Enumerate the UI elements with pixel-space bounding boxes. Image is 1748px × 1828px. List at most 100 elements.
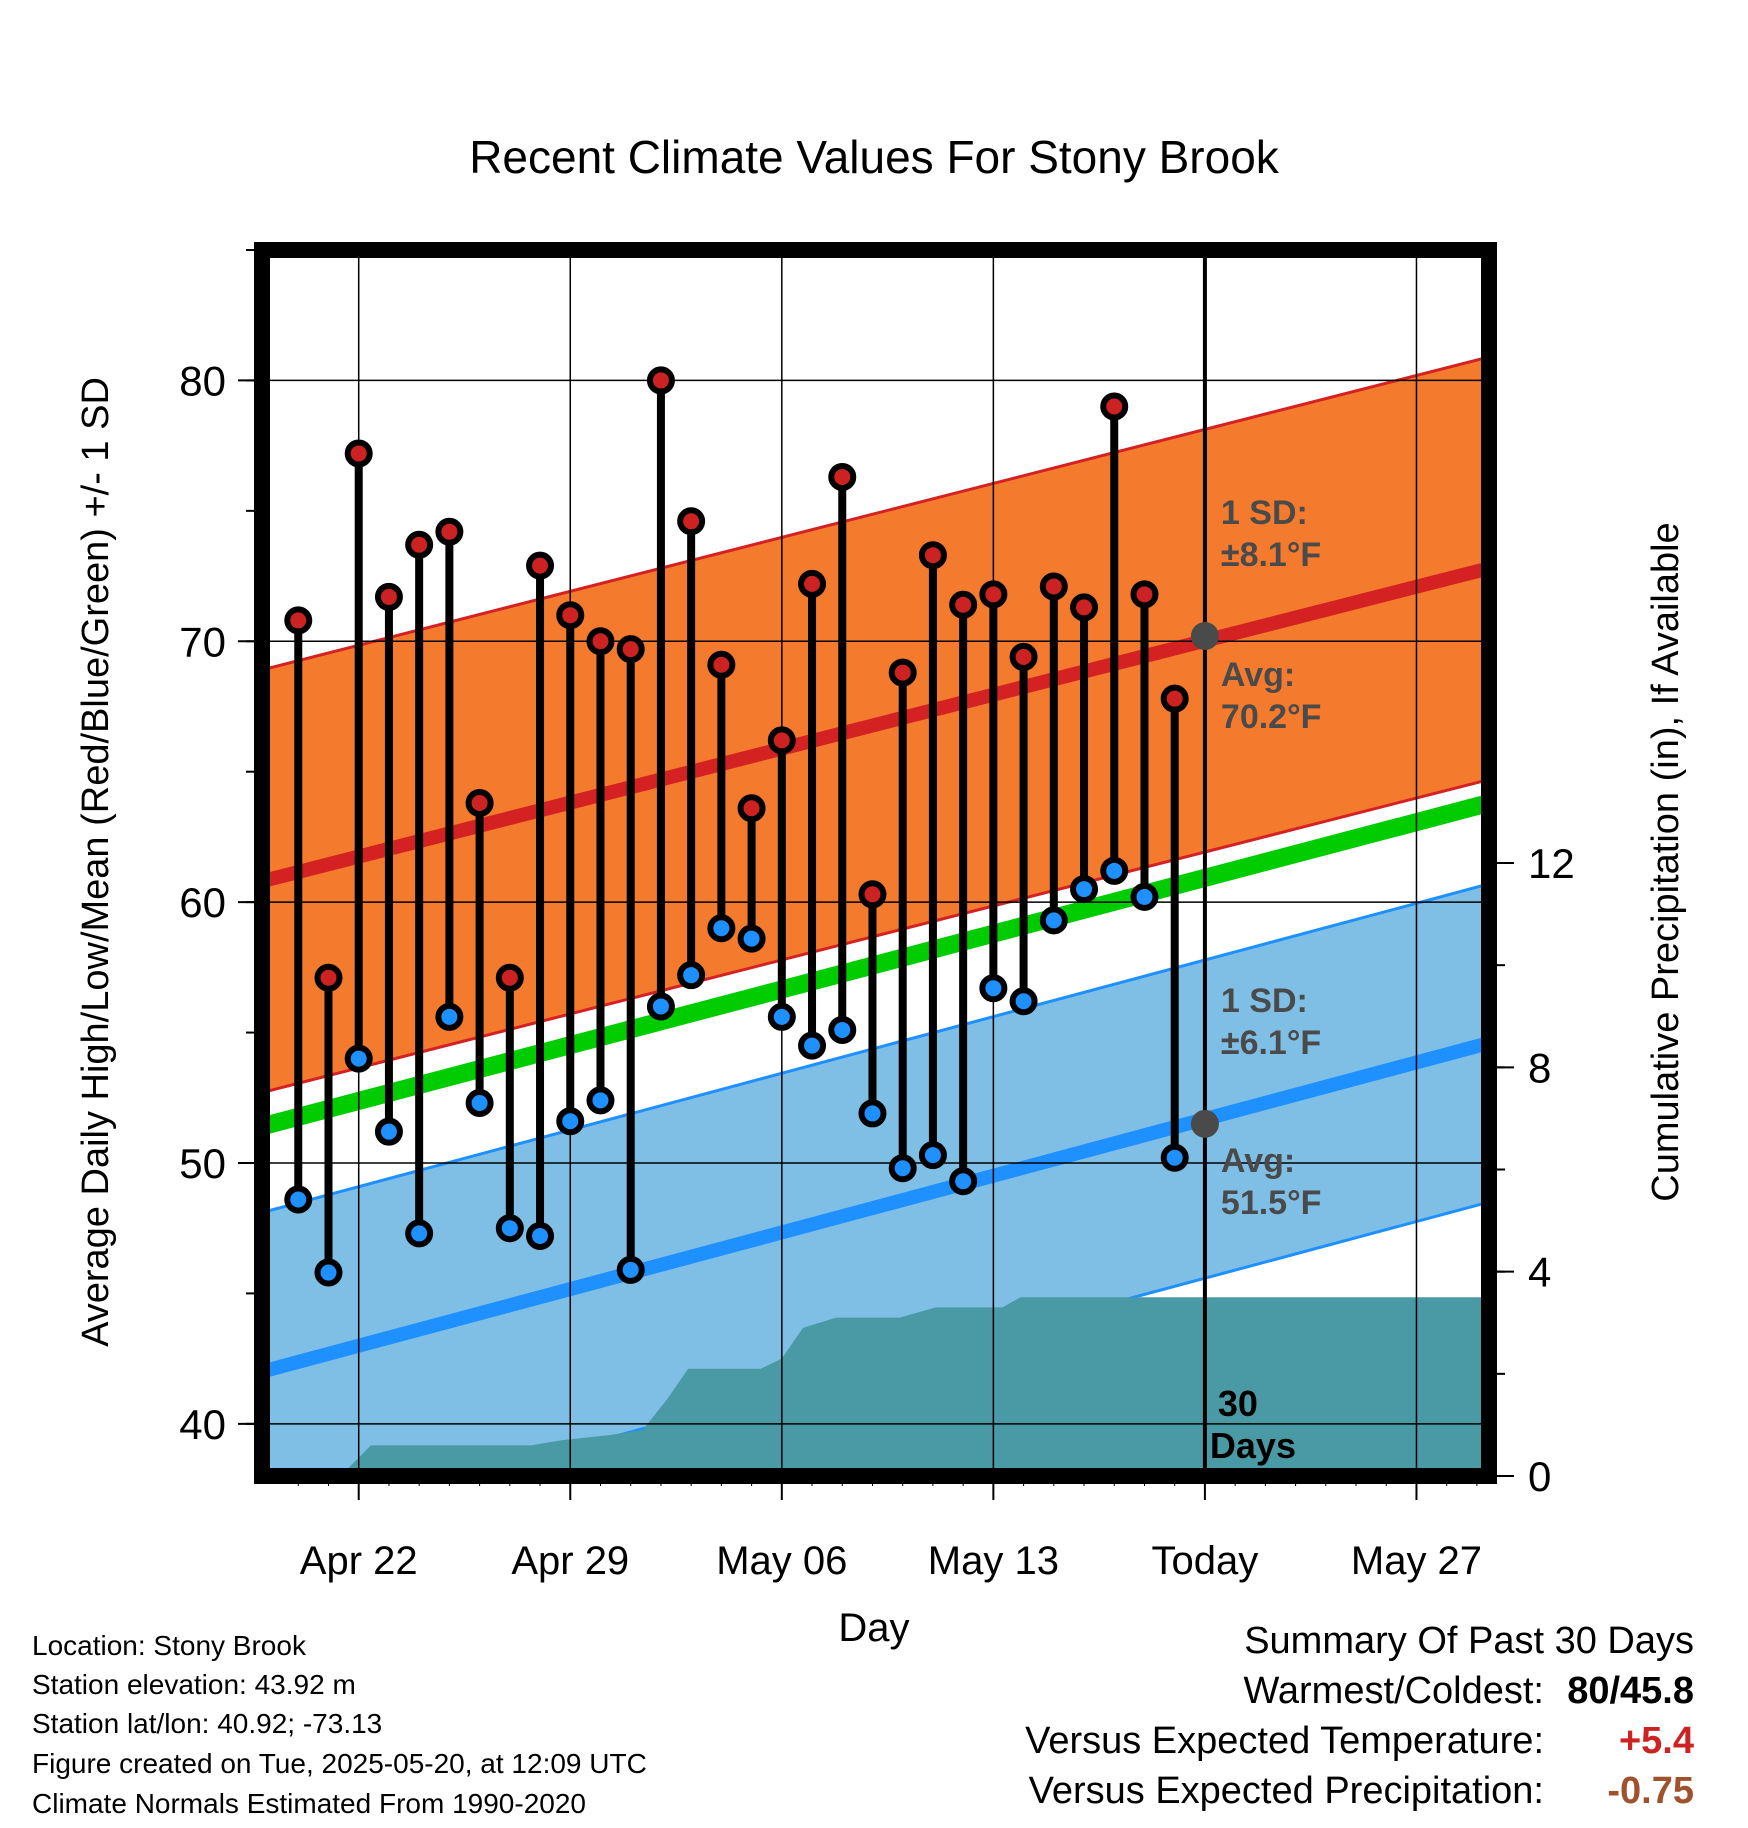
y-axis-label: Average Daily High/Low/Mean (Red/Blue/Gr… — [75, 377, 117, 1347]
daily-low-point — [495, 1214, 524, 1243]
today-normal-high-marker — [1190, 622, 1219, 651]
daily-low-point — [526, 1222, 555, 1251]
daily-low-point — [1070, 875, 1099, 904]
y2-tick-label: 8 — [1528, 1044, 1551, 1091]
daily-low-point — [314, 1258, 343, 1287]
footer-elevation: Station elevation: 43.92 m — [32, 1669, 356, 1700]
daily-high-point — [707, 650, 736, 679]
temp-anomaly-value: +5.4 — [1618, 1720, 1694, 1762]
daily-low-point — [828, 1015, 857, 1044]
daily-high-point — [858, 880, 887, 909]
daily-low-point — [1039, 906, 1068, 935]
daily-low-point — [1130, 882, 1159, 911]
daily-high-point — [918, 541, 947, 570]
daily-high-point — [677, 507, 706, 536]
normal-low-line — [262, 1036, 1489, 1379]
daily-high-point — [435, 517, 464, 546]
x-tick-label: May 06 — [716, 1539, 847, 1583]
daily-low-point — [979, 974, 1008, 1003]
daily-low-point — [798, 1031, 827, 1060]
y-tick-label: 40 — [179, 1401, 226, 1448]
daily-high-point — [314, 963, 343, 992]
daily-high-point — [465, 789, 494, 818]
daily-high-point — [979, 580, 1008, 609]
precipitation-area — [340, 1297, 1489, 1476]
high-avg-label: Avg: — [1221, 656, 1295, 694]
footer-latlon: Station lat/lon: 40.92; -73.13 — [32, 1708, 383, 1739]
precip-anomaly-label: Versus Expected Precipitation: — [1028, 1770, 1544, 1812]
high-avg-value: 70.2°F — [1221, 698, 1322, 736]
normal-high-line — [262, 561, 1489, 889]
y2-tick-label: 4 — [1528, 1249, 1551, 1296]
daily-high-point — [405, 530, 434, 559]
warm-cold-label: Warmest/Coldest: — [1243, 1670, 1544, 1712]
daily-low-point — [677, 961, 706, 990]
daily-high-point — [284, 606, 313, 635]
y2-tick-label: 0 — [1528, 1453, 1551, 1500]
summary-heading: Summary Of Past 30 Days — [1244, 1622, 1694, 1660]
daily-high-point — [616, 635, 645, 664]
x-tick-label: Apr 22 — [300, 1539, 418, 1583]
y-tick-label: 80 — [179, 357, 226, 404]
axes: 40 50 60 70 80 0 4 8 12 Apr 22 Apr 29 May 06 May 13 T… — [179, 249, 1575, 1583]
daily-high-point — [949, 590, 978, 619]
daily-low-point — [888, 1154, 917, 1183]
daily-high-point — [1009, 642, 1038, 671]
daily-low-point — [344, 1044, 373, 1073]
precip-anomaly-value: -0.75 — [1607, 1770, 1694, 1812]
daily-high-point — [344, 439, 373, 468]
daily-high-point — [737, 794, 766, 823]
footer-created: Figure created on Tue, 2025-05-20, at 12… — [32, 1748, 647, 1779]
warm-cold-value: 80/45.8 — [1567, 1670, 1694, 1712]
x-tick-label: Apr 29 — [511, 1539, 629, 1583]
high-sd-band-upper-edge — [262, 355, 1489, 672]
daily-high-point — [828, 462, 857, 491]
daily-low-point — [707, 914, 736, 943]
daily-high-point — [1039, 572, 1068, 601]
daily-high-point — [646, 366, 675, 395]
days-count-unit: Days — [1210, 1425, 1296, 1466]
daily-low-point — [949, 1167, 978, 1196]
daily-high-point — [526, 551, 555, 580]
daily-low-point — [858, 1099, 887, 1128]
daily-low-point — [737, 924, 766, 953]
daily-high-point — [1160, 684, 1189, 713]
daily-high-point — [798, 569, 827, 598]
high-sd-label: 1 SD: — [1221, 494, 1308, 532]
daily-low-point — [284, 1185, 313, 1214]
y-tick-label: 70 — [179, 618, 226, 665]
daily-low-point — [1160, 1143, 1189, 1172]
summary-precipitation: Versus Expected Precipitation: -0.75 — [1029, 1772, 1694, 1810]
x-tick-label: Today — [1152, 1539, 1259, 1583]
low-avg-label: Avg: — [1221, 1142, 1295, 1180]
daily-high-point — [586, 627, 615, 656]
temp-anomaly-label: Versus Expected Temperature: — [1025, 1720, 1544, 1762]
daily-high-point — [495, 963, 524, 992]
daily-low-point — [465, 1088, 494, 1117]
daily-low-point — [405, 1219, 434, 1248]
daily-low-point — [646, 992, 675, 1021]
low-sd-label: 1 SD: — [1221, 982, 1308, 1020]
footer-normals: Climate Normals Estimated From 1990-2020 — [32, 1788, 586, 1819]
daily-low-point — [435, 1002, 464, 1031]
daily-low-point — [374, 1117, 403, 1146]
daily-high-point — [1100, 392, 1129, 421]
daily-low-point — [1009, 987, 1038, 1016]
daily-low-point — [767, 1002, 796, 1031]
daily-low-point — [556, 1107, 585, 1136]
daily-high-point — [888, 658, 917, 687]
annotations: 1 SD: ±8.1°F Avg: 70.2°F 1 SD: ±6.1°F Avg: 51.5… — [1190, 250, 1322, 1476]
daily-low-point — [1100, 856, 1129, 885]
summary-warm-cold: Warmest/Coldest: 80/45.8 — [1243, 1672, 1694, 1710]
high-sd-value: ±8.1°F — [1221, 536, 1321, 574]
y-tick-label: 60 — [179, 879, 226, 926]
y2-axis-label: Cumulative Precipitation (in), If Availa… — [1645, 522, 1687, 1201]
daily-high-point — [556, 601, 585, 630]
daily-low-point — [918, 1141, 947, 1170]
chart-title: Recent Climate Values For Stony Brook — [469, 131, 1280, 183]
y-tick-label: 50 — [179, 1140, 226, 1187]
daily-high-point — [1130, 580, 1159, 609]
footer-location: Location: Stony Brook — [32, 1630, 306, 1661]
days-count-label: 30 — [1218, 1383, 1258, 1424]
x-tick-label: May 13 — [928, 1539, 1059, 1583]
